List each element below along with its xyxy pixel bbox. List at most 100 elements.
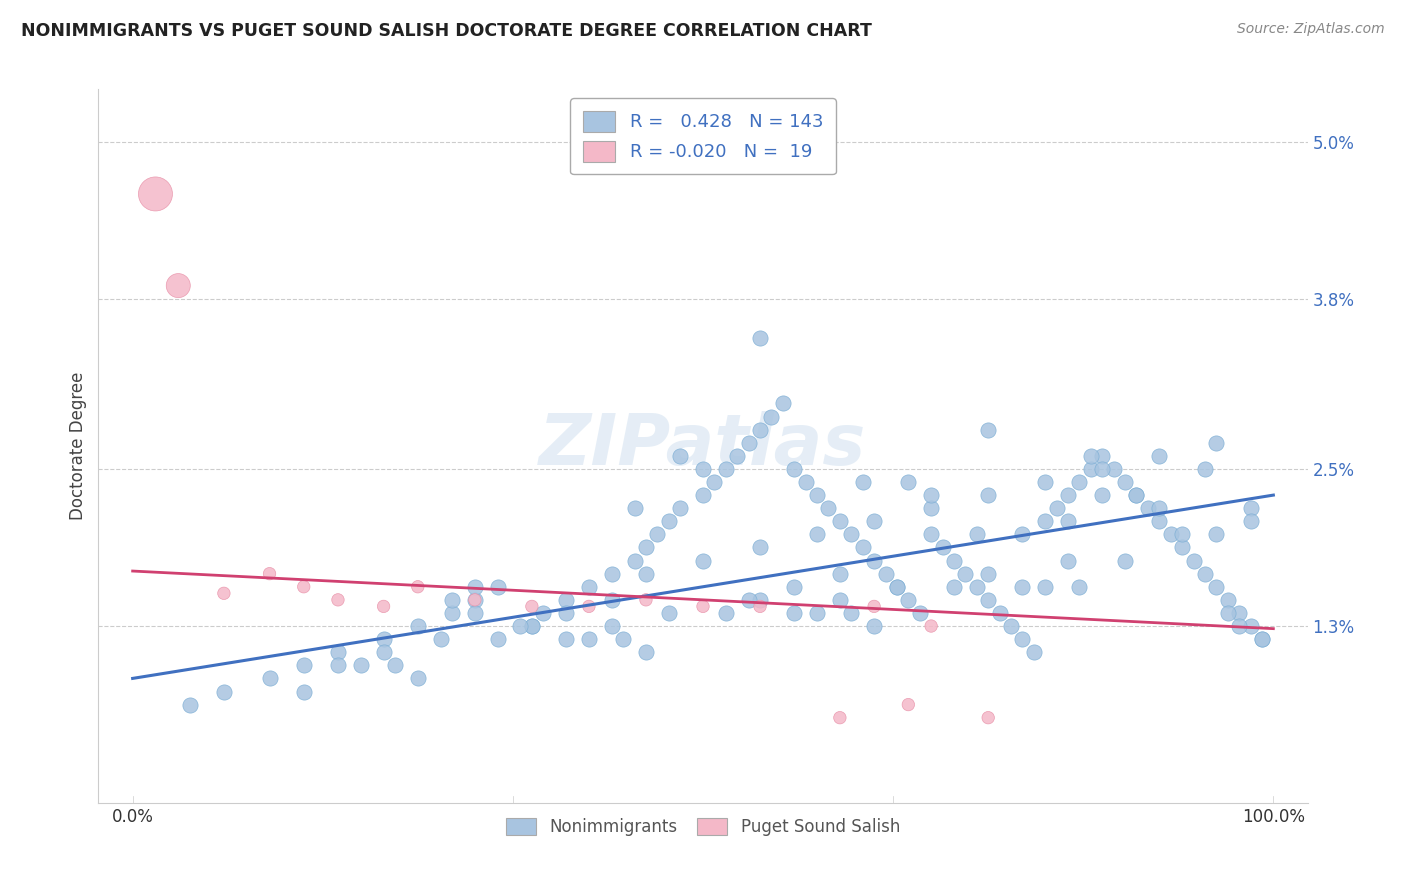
Point (1033, 475, 1056, 489)
Point (1149, 449, 1171, 463)
Point (441, 606, 464, 620)
Point (1057, 553, 1080, 567)
Point (1046, 501, 1069, 516)
Point (326, 592, 349, 607)
Point (634, 541, 657, 555)
Point (955, 566, 977, 581)
Point (373, 645, 395, 659)
Point (1251, 632, 1274, 647)
Point (600, 619, 623, 633)
Point (612, 632, 634, 647)
Point (1171, 541, 1194, 555)
Point (1125, 488, 1147, 502)
Point (350, 658, 373, 673)
Point (942, 553, 965, 567)
Point (897, 592, 920, 607)
Point (520, 599, 543, 614)
Point (839, 527, 862, 541)
Point (692, 599, 714, 614)
Point (920, 527, 942, 541)
Point (623, 501, 645, 516)
Point (1069, 475, 1091, 489)
Point (1239, 501, 1261, 516)
Point (977, 488, 1000, 502)
Point (1091, 488, 1114, 502)
Point (647, 527, 669, 541)
Point (920, 619, 942, 633)
Point (737, 435, 759, 450)
Point (179, 698, 201, 712)
Point (555, 606, 578, 620)
Point (578, 632, 600, 647)
Point (486, 580, 509, 594)
Point (886, 580, 908, 594)
Point (966, 580, 988, 594)
Point (1011, 527, 1033, 541)
Point (966, 527, 988, 541)
Point (1091, 462, 1114, 476)
Point (1080, 449, 1102, 463)
Point (600, 566, 623, 581)
Point (531, 606, 554, 620)
Point (817, 501, 839, 516)
Point (520, 619, 543, 633)
Point (1227, 606, 1250, 620)
Point (828, 566, 851, 581)
Point (828, 711, 851, 725)
Point (1000, 619, 1022, 633)
Point (1011, 580, 1033, 594)
Point (658, 514, 681, 528)
Point (737, 592, 759, 607)
Point (783, 580, 806, 594)
Point (1239, 514, 1261, 528)
Point (692, 553, 714, 567)
Point (555, 592, 578, 607)
Point (623, 553, 645, 567)
Point (373, 599, 395, 614)
Point (1102, 462, 1125, 476)
Point (1216, 592, 1239, 607)
Point (578, 599, 600, 614)
Point (783, 462, 806, 476)
Point (749, 592, 772, 607)
Point (406, 619, 429, 633)
Point (714, 462, 737, 476)
Point (212, 586, 235, 600)
Point (988, 606, 1011, 620)
Point (464, 592, 486, 607)
Point (1125, 488, 1147, 502)
Legend: R =   0.428   N = 143, R = -0.020   N =  19: R = 0.428 N = 143, R = -0.020 N = 19 (571, 98, 835, 174)
Point (1205, 580, 1227, 594)
Point (1194, 566, 1216, 581)
Point (1057, 488, 1080, 502)
Point (897, 698, 920, 712)
Point (486, 632, 509, 647)
Point (806, 527, 828, 541)
Point (292, 580, 315, 594)
Point (326, 658, 349, 673)
Point (634, 566, 657, 581)
Point (1011, 632, 1033, 647)
Point (1114, 475, 1136, 489)
Point (259, 566, 281, 581)
Y-axis label: Doctorate Degree: Doctorate Degree (69, 372, 87, 520)
Point (1033, 514, 1056, 528)
Point (852, 541, 875, 555)
Point (1069, 580, 1091, 594)
Point (749, 599, 772, 614)
Point (703, 475, 725, 489)
Point (578, 580, 600, 594)
Point (1149, 514, 1171, 528)
Point (509, 619, 531, 633)
Point (863, 599, 886, 614)
Point (1091, 449, 1114, 463)
Point (634, 592, 657, 607)
Point (167, 278, 190, 293)
Point (977, 566, 1000, 581)
Point (828, 514, 851, 528)
Point (1149, 501, 1171, 516)
Point (931, 541, 953, 555)
Point (600, 592, 623, 607)
Point (725, 449, 748, 463)
Text: Source: ZipAtlas.com: Source: ZipAtlas.com (1237, 22, 1385, 37)
